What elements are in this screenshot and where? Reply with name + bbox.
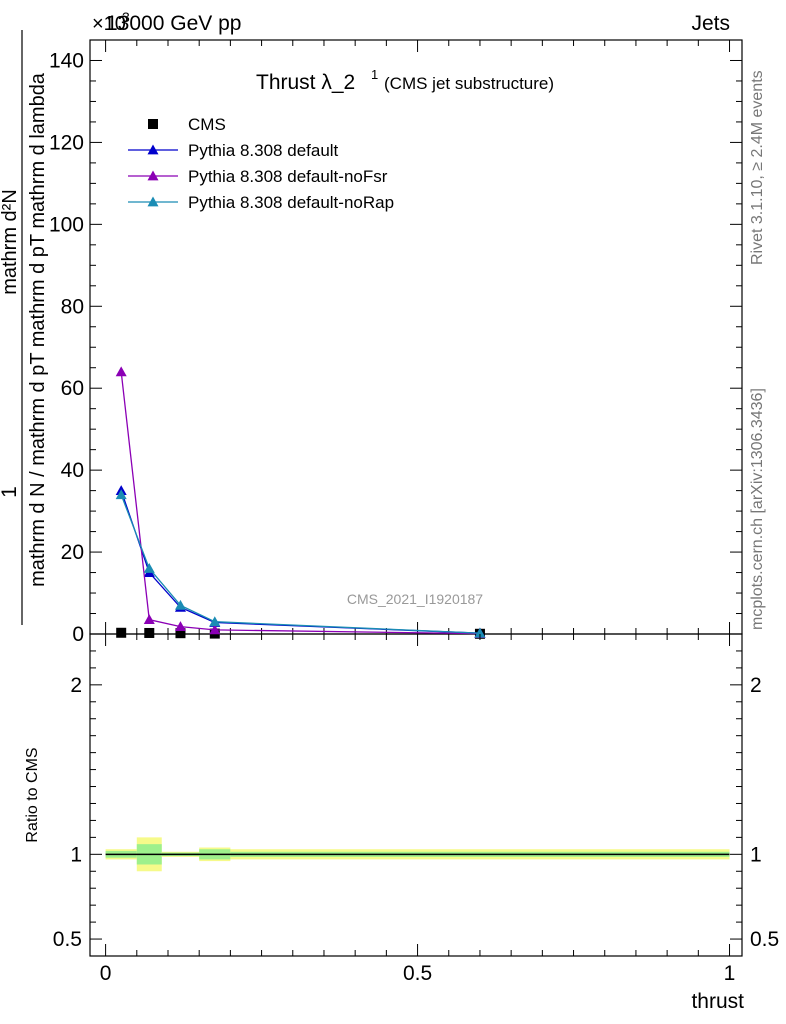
y-tick-label: 100 (49, 213, 84, 236)
upper-series-group (115, 366, 486, 639)
ylabel-numerator: mathrm d²N (0, 189, 21, 295)
data-point (116, 627, 127, 638)
exponent-value: 3 (122, 9, 130, 25)
exponent-prefix: ×10 (92, 13, 126, 35)
data-point (175, 628, 186, 639)
ratio-y-tick-label: 0.5 (53, 928, 82, 951)
x-tick-label: 0.5 (403, 962, 432, 985)
x-axis-label: thrust (691, 990, 744, 1013)
y-tick-label: 140 (49, 49, 84, 72)
data-point (115, 366, 127, 377)
data-point (209, 616, 221, 627)
ylabel-top: 1 (0, 486, 21, 498)
data-point (174, 599, 186, 610)
y-tick-label: 120 (49, 131, 84, 154)
y-tick-label: 20 (61, 541, 84, 564)
data-point (209, 624, 221, 635)
ratio-y-tick-label-right: 2 (750, 674, 762, 697)
legend: CMS Pythia 8.308 default Pythia 8.308 defa… (128, 115, 394, 212)
data-point (174, 621, 186, 632)
data-point (144, 627, 155, 638)
data-point (143, 562, 155, 573)
x-tick-label: 1 (724, 962, 736, 985)
legend-label: Pythia 8.308 default-noFsr (188, 167, 388, 186)
ylabel-denominator: mathrm d N / mathrm d pT mathrm d pT mat… (27, 72, 49, 587)
series-line (120, 490, 480, 634)
rivet-label: Rivet 3.1.10, ≥ 2.4M events (749, 70, 766, 265)
plot-subtitle: (CMS jet substructure) (384, 74, 554, 93)
ratio-axis-ticks: 0.5 0.5 1 1 2 2 0 0.5 1 (53, 634, 779, 985)
ratio-plot-frame (89, 633, 743, 957)
plot-title-superscript: 1 (371, 67, 378, 82)
upper-axis-ticks: 0 20 40 60 80 100 120 140 (49, 39, 742, 646)
ratio-bands (105, 837, 730, 872)
y-tick-label: 80 (61, 295, 84, 318)
y-tick-label: 60 (61, 377, 84, 400)
ratio-y-tick-label: 1 (70, 843, 82, 866)
ratio-ylabel: Ratio to CMS (24, 747, 41, 842)
legend-marker (147, 170, 159, 181)
upper-y-axis-label: 1 mathrm d²N mathrm d N / mathrm d pT ma… (0, 30, 49, 625)
ratio-y-tick-label-right: 1 (750, 843, 762, 866)
y-tick-label: 40 (61, 459, 84, 482)
mcplots-label: mcplots.cern.ch [arXiv:1306.3436] (749, 388, 766, 630)
ratio-y-tick-label-right: 0.5 (750, 928, 779, 951)
legend-marker (147, 144, 159, 155)
header-left: 13000 GeV pp (106, 12, 241, 35)
header-right: Jets (691, 12, 730, 35)
legend-label: CMS (188, 115, 226, 134)
y-tick-label: 0 (72, 623, 84, 646)
x-tick-label: 0 (100, 962, 112, 985)
legend-marker (147, 196, 159, 207)
data-point (115, 489, 127, 500)
legend-label: Pythia 8.308 default (188, 141, 339, 160)
data-point (143, 614, 155, 625)
legend-marker (148, 119, 158, 129)
series-line (120, 494, 480, 634)
analysis-watermark: CMS_2021_I1920187 (347, 591, 483, 607)
ratio-y-tick-label: 2 (70, 674, 82, 697)
data-point (474, 627, 486, 638)
legend-label: Pythia 8.308 default-noRap (188, 193, 394, 212)
plot-title: Thrust λ_2 (256, 71, 355, 94)
